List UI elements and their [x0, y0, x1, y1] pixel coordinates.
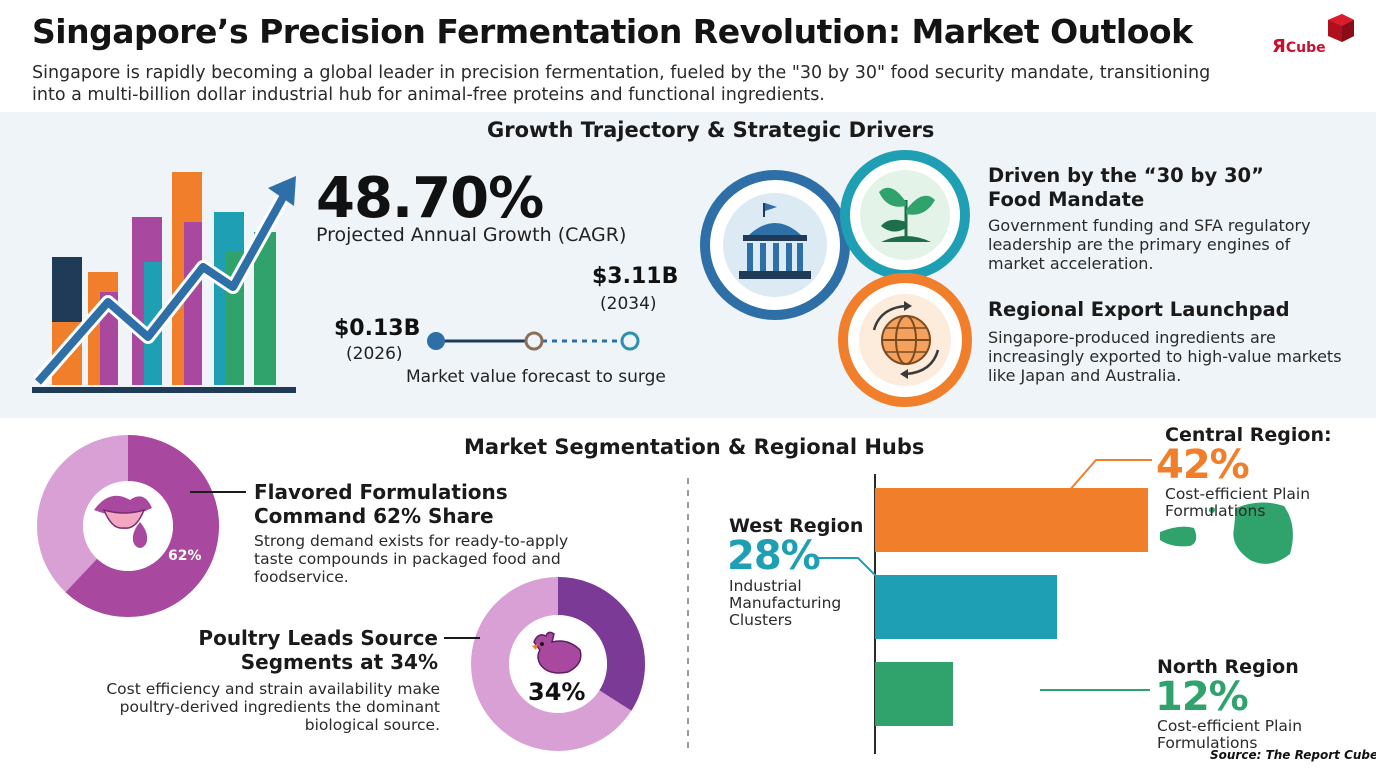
seedling-icon	[879, 187, 935, 242]
driver-text-export: Singapore-produced ingredients are incre…	[988, 328, 1342, 385]
page-title: Singapore’s Precision Fermentation Revol…	[32, 12, 1193, 51]
end-year: (2034)	[600, 294, 657, 314]
driver-text-mandate: Government funding and SFA regulatory le…	[988, 216, 1311, 273]
bar-west-region	[875, 575, 1057, 639]
north-leader-line	[1040, 689, 1150, 691]
west-region-name: West Region	[729, 515, 864, 537]
poultry-pct-label: 34%	[528, 678, 586, 706]
flavored-leader-line	[190, 491, 246, 493]
upward-arrow-icon	[32, 176, 296, 387]
government-building-icon	[739, 203, 811, 279]
driver-title-mandate: Driven by the “30 by 30” Food Mandate	[988, 164, 1264, 211]
flavored-title: Flavored Formulations Command 62% Share	[254, 480, 508, 528]
flavored-pct-label: 62%	[168, 548, 202, 564]
section-divider	[687, 478, 689, 748]
north-region-desc: Cost-efficient Plain Formulations	[1157, 717, 1303, 752]
logo-word: Cube	[1285, 40, 1326, 56]
flavored-text: Strong demand exists for ready-to-apply …	[254, 532, 569, 586]
growth-section-title: Growth Trajectory & Strategic Drivers	[487, 118, 935, 142]
central-region-name: Central Region:	[1165, 424, 1332, 446]
poultry-leader-line	[444, 637, 480, 639]
west-region-desc: Industrial Manufacturing Clusters	[729, 577, 842, 629]
globe-arrows-icon	[872, 301, 940, 379]
cagr-label: Projected Annual Growth (CAGR)	[316, 224, 627, 246]
source-note: Source: The Report Cube	[1210, 748, 1376, 762]
singapore-map-icon	[1160, 502, 1293, 564]
cube-logo-icon	[1328, 14, 1354, 42]
logo-mark: Я	[1272, 36, 1286, 57]
start-market-value: $0.13B	[334, 316, 421, 341]
bar-north-region	[875, 662, 953, 726]
west-region-pct: 28%	[727, 533, 821, 579]
header: Singapore’s Precision Fermentation Revol…	[0, 0, 1376, 112]
end-market-value: $3.11B	[592, 264, 679, 289]
driver-title-export: Regional Export Launchpad	[988, 298, 1290, 321]
central-region-pct: 42%	[1156, 442, 1250, 488]
report-cube-logo: ЯCube	[1268, 14, 1358, 62]
tongue-taste-icon	[94, 495, 152, 548]
segmentation-section-title: Market Segmentation & Regional Hubs	[464, 435, 925, 459]
poultry-title: Poultry Leads Source Segments at 34%	[198, 626, 438, 674]
central-region-desc: Cost-efficient Plain Formulations	[1165, 485, 1311, 520]
north-region-pct: 12%	[1155, 674, 1249, 720]
forecast-caption: Market value forecast to surge	[406, 367, 666, 387]
start-year: (2026)	[346, 344, 403, 364]
poultry-text: Cost efficiency and strain availability …	[106, 680, 440, 734]
forecast-timeline	[427, 331, 640, 351]
chicken-icon	[532, 631, 582, 674]
logo-text: ЯCube	[1272, 36, 1326, 57]
north-region-name: North Region	[1157, 656, 1299, 678]
bar-central-region	[875, 488, 1148, 552]
cagr-value: 48.70%	[316, 166, 544, 231]
page-subtitle: Singapore is rapidly becoming a global l…	[32, 63, 1211, 105]
west-leader-line	[818, 557, 877, 577]
central-leader-line	[1067, 459, 1152, 493]
